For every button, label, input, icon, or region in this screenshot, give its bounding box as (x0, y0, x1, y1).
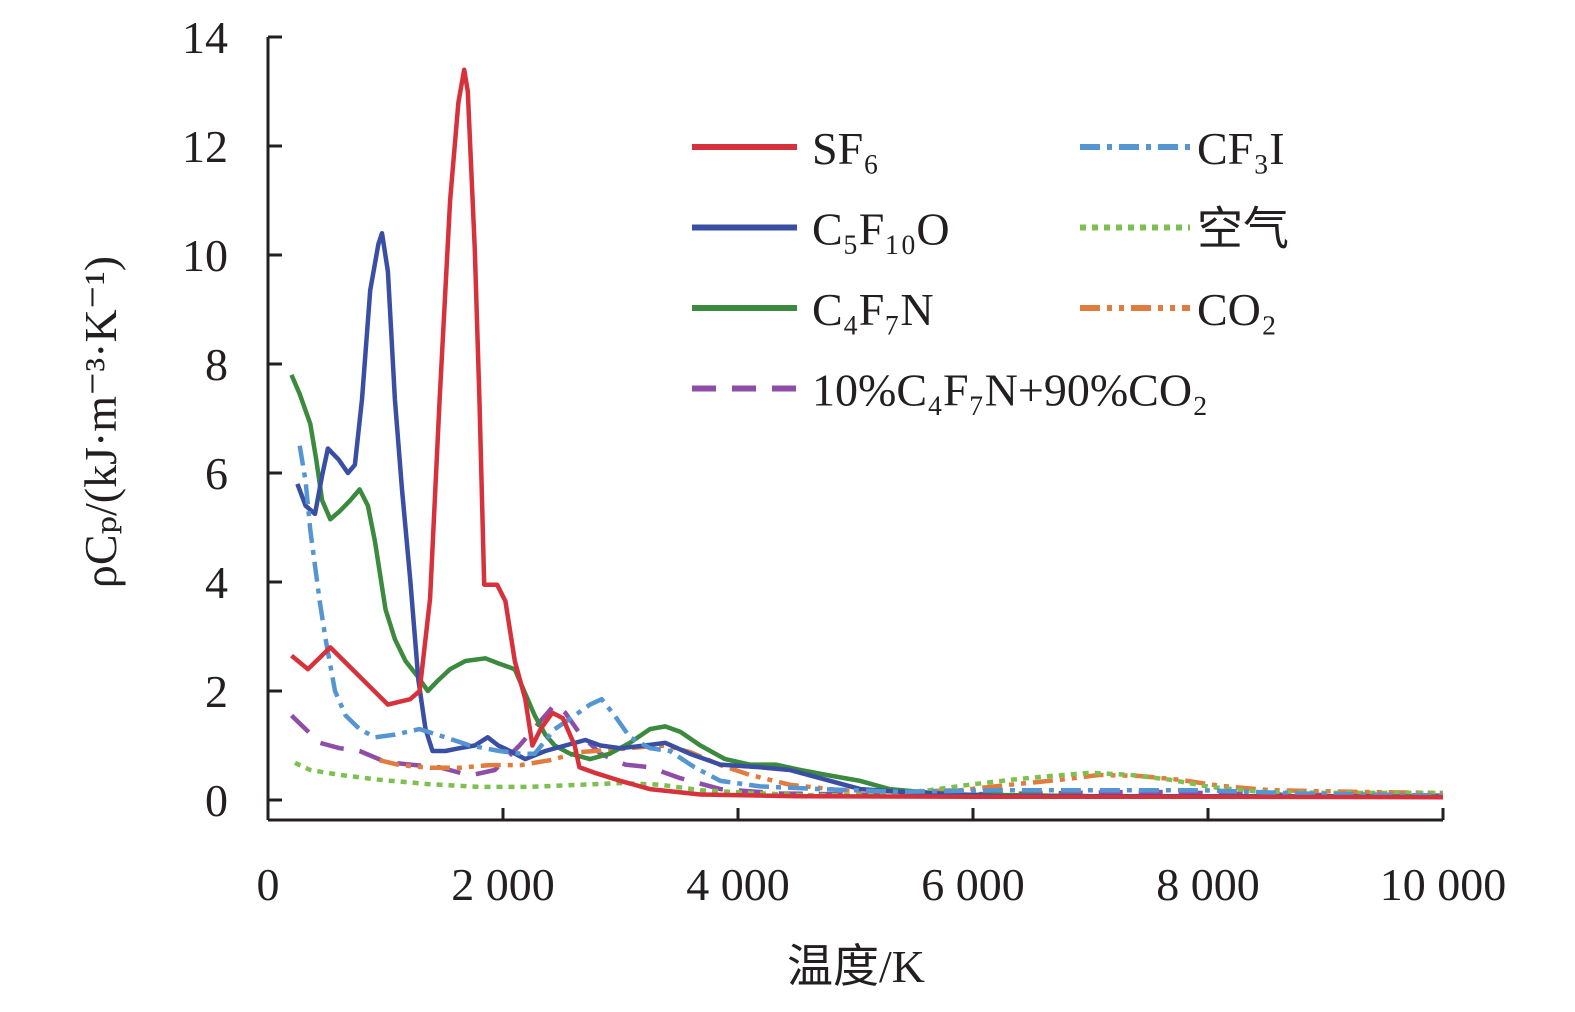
legend-label-c4f7n: C₄F₇N (812, 284, 934, 335)
legend-label-10-c4f7n-90-co2: 10%C₄F₇N+90%CO₂ (812, 365, 1208, 416)
y-tick-label: 4 (205, 557, 228, 608)
x-tick-label: 2 000 (451, 859, 555, 910)
series-line-cf3i (297, 445, 1444, 798)
x-tick-label: 8 000 (1156, 859, 1260, 910)
y-tick-label: 8 (205, 339, 228, 390)
legend-item-c4f7n: C₄F₇N (692, 284, 934, 335)
legend-label-co2: CO₂ (1197, 284, 1277, 335)
legend-item-4: 空气 (1080, 204, 1289, 255)
y-axis-label: ρCₚ/(kJ·m⁻³·K⁻¹) (75, 256, 126, 588)
legend-item-10-c4f7n-90-co2: 10%C₄F₇N+90%CO₂ (692, 365, 1208, 416)
x-tick-label: 6 000 (921, 859, 1025, 910)
legend-item-cf3i: CF₃I (1080, 123, 1285, 174)
legend-label-4: 空气 (1197, 204, 1289, 255)
y-axis-ticks: 0 2 4 6 8 10 12 14 (182, 12, 282, 826)
x-axis-ticks: 0 2 000 4 000 6 000 8 000 10 000 (257, 808, 1507, 910)
series-layer (289, 67, 1444, 800)
x-tick-label: 10 000 (1380, 859, 1507, 910)
x-tick-label: 0 (257, 859, 280, 910)
x-axis-label: 温度/K (787, 941, 925, 992)
y-tick-label: 6 (205, 448, 228, 499)
y-tick-label: 2 (205, 666, 228, 717)
x-tick-label: 4 000 (686, 859, 790, 910)
y-tick-label: 14 (182, 12, 228, 63)
y-tick-label: 0 (205, 775, 228, 826)
legend-label-cf3i: CF₃I (1197, 123, 1285, 174)
series-line-c5f10o (295, 230, 1444, 799)
series-line-co2 (379, 743, 1444, 796)
y-tick-label: 12 (182, 121, 228, 172)
legend-item-co2: CO₂ (1080, 284, 1277, 335)
y-tick-label: 10 (182, 230, 228, 281)
legend-label-sf6: SF₆ (812, 123, 879, 174)
legend-label-c5f10o: C₅F₁₀O (812, 204, 950, 255)
legend-item-c5f10o: C₅F₁₀O (692, 204, 950, 255)
legend-item-sf6: SF₆ (692, 123, 879, 174)
series-line-sf6 (290, 67, 1444, 800)
legend: SF₆ CF₃I C₅F₁₀O 空气 C₄F₇N CO₂ 10%C₄F₇N+90%CO₂ (692, 123, 1289, 416)
